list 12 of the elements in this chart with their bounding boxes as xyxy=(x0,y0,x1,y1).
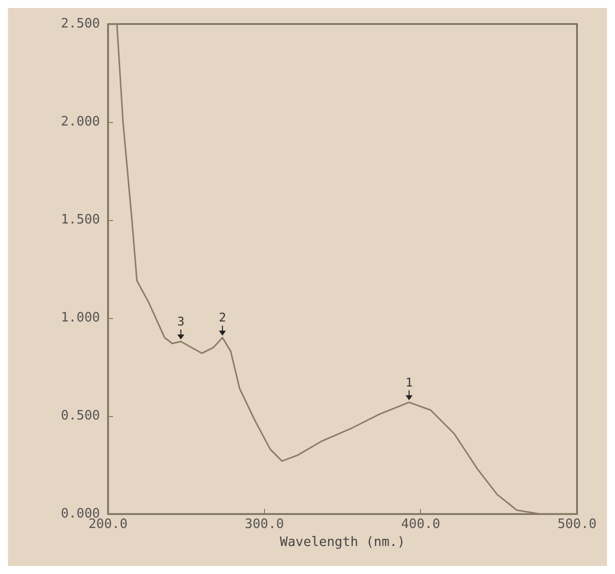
y-tick-label: 2.500 xyxy=(60,16,100,32)
y-tick-label: 0.500 xyxy=(60,408,100,424)
x-tick-label: 300.0 xyxy=(244,517,284,532)
annotation: 1 xyxy=(405,375,413,390)
x-axis-title: Wavelength (nm.) xyxy=(280,535,406,550)
y-tick-label: 1.000 xyxy=(60,310,100,326)
x-tick-label: 500.0 xyxy=(557,517,597,532)
x-tick-label: 400.0 xyxy=(401,517,440,532)
annotation: 2 xyxy=(218,310,226,325)
y-tick-label: 1.500 xyxy=(60,212,100,228)
y-tick-label: 2.000 xyxy=(60,114,100,130)
annotation: 3 xyxy=(177,314,184,329)
